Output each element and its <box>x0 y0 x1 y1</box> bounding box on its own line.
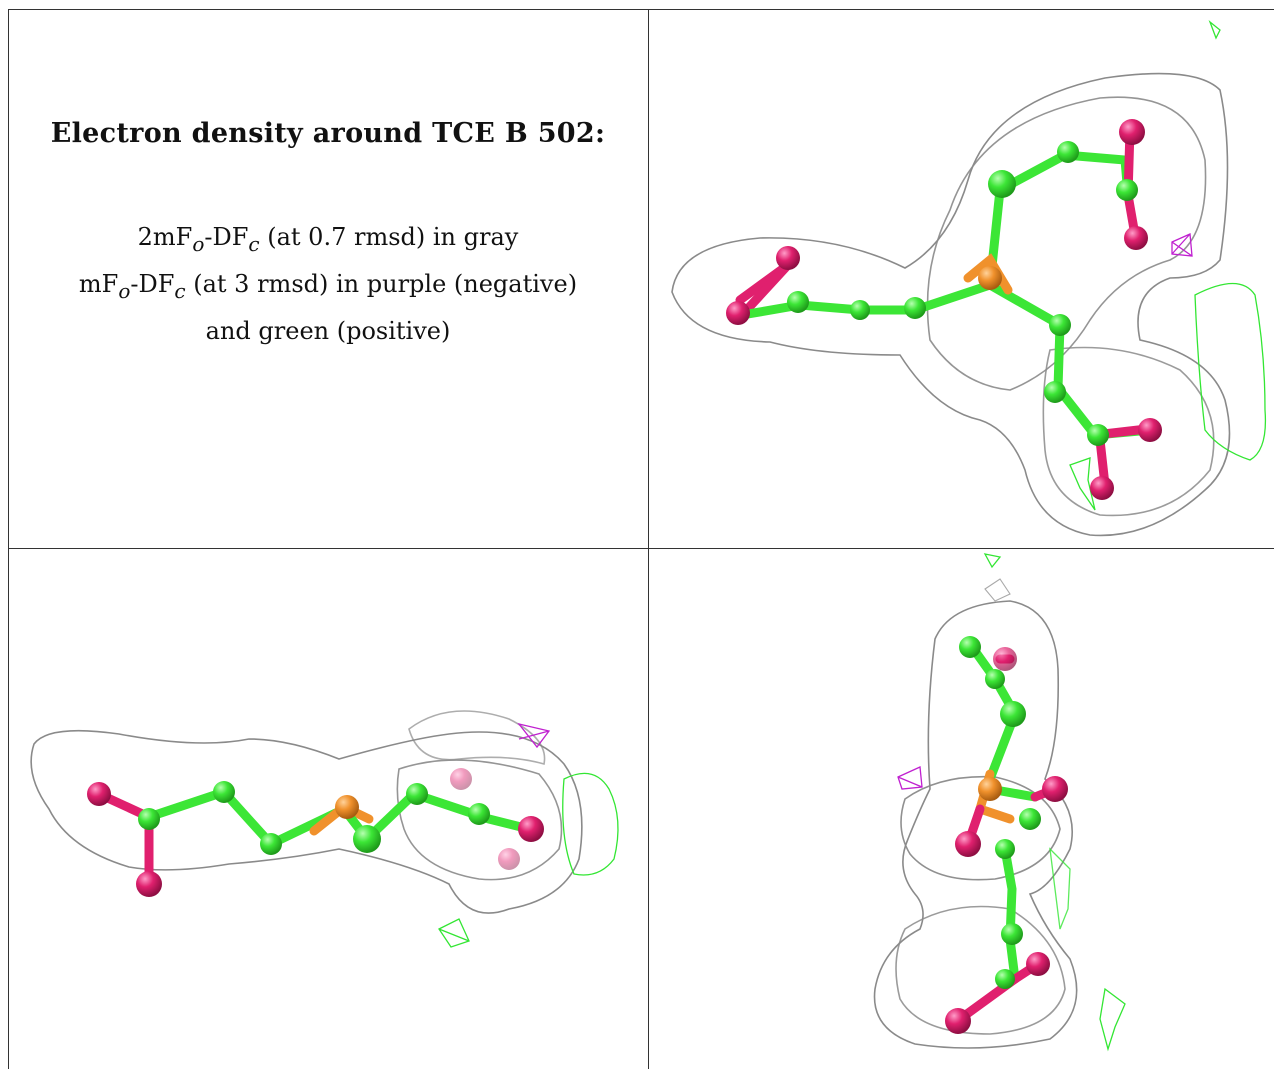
carbon-atom <box>787 291 809 313</box>
difference-density-negative <box>1171 233 1193 257</box>
carbon-atom <box>1087 424 1109 446</box>
carbon-atom <box>1057 141 1079 163</box>
density-view-bottom-left <box>30 710 619 948</box>
phosphorus-atom <box>978 266 1002 290</box>
frame-top-border <box>8 9 1274 10</box>
carbon-atom <box>260 833 282 855</box>
oxygen-atom <box>945 1008 971 1034</box>
oxygen-atom <box>1124 226 1148 250</box>
oxygen-atom <box>993 647 1017 671</box>
frame-middle-divider <box>8 548 1274 549</box>
density-view-bottom-right <box>873 553 1126 1052</box>
frame-center-divider <box>648 9 649 1069</box>
oxygen-atom <box>518 816 544 842</box>
carbon-atom <box>353 825 381 853</box>
density-view-top-right <box>671 20 1267 537</box>
density-mesh-2mfo-gray <box>671 72 1231 537</box>
difference-density-negative <box>517 722 551 749</box>
carbon-atom <box>904 297 926 319</box>
oxygen-atom <box>776 246 800 270</box>
carbon-atom <box>138 808 160 830</box>
panel-bottom-right <box>650 549 1274 1069</box>
density-mesh-2mfo-gray <box>873 578 1078 1049</box>
oxygen-atom <box>1119 119 1145 145</box>
carbon-atom <box>988 170 1016 198</box>
oxygen-atom <box>450 768 472 790</box>
caption-line-green: and green (positive) <box>205 316 451 345</box>
caption-line-mfo: mFo-DFc (at 3 rmsd) in purple (negative) <box>78 269 578 303</box>
difference-density-positive <box>1069 20 1267 511</box>
carbon-atom <box>850 300 870 320</box>
oxygen-atom <box>1090 476 1114 500</box>
carbon-atom <box>985 669 1005 689</box>
carbon-atom <box>1001 923 1023 945</box>
oxygen-atom <box>498 848 520 870</box>
carbon-atom <box>406 783 428 805</box>
carbon-atom <box>1000 701 1026 727</box>
carbon-atom <box>1044 381 1066 403</box>
carbon-atom <box>213 781 235 803</box>
oxygen-atom <box>1042 776 1068 802</box>
phosphorus-atom <box>335 795 359 819</box>
caption-line-2mfo: 2mFo-DFc (at 0.7 rmsd) in gray <box>137 223 519 256</box>
oxygen-atom <box>726 301 750 325</box>
oxygen-atom <box>136 871 162 897</box>
molecule-tce-bottom-right <box>945 636 1068 1034</box>
carbon-atom <box>959 636 981 658</box>
oxygen-atom <box>87 782 111 806</box>
difference-density-positive <box>438 772 619 948</box>
difference-density-positive <box>983 553 1126 1052</box>
carbon-atom <box>1116 179 1138 201</box>
molecule-tce-top-right <box>726 119 1162 500</box>
molecule-tce-bottom-left <box>87 768 544 897</box>
phosphorus-atom <box>978 777 1002 801</box>
frame-left-border <box>8 9 9 1069</box>
oxygen-atom <box>955 831 981 857</box>
carbon-atom <box>468 803 490 825</box>
caption-title: Electron density around TCE B 502: <box>50 118 606 149</box>
panel-top-right <box>650 10 1274 547</box>
oxygen-atom <box>1026 952 1050 976</box>
carbon-atom <box>995 969 1015 989</box>
carbon-atom <box>1019 808 1041 830</box>
panel-bottom-left <box>9 549 648 1069</box>
density-mesh-2mfo-gray <box>30 710 583 914</box>
figure-caption: Electron density around TCE B 502: 2mFo-… <box>8 118 648 351</box>
oxygen-atom <box>1138 418 1162 442</box>
carbon-atom <box>1049 314 1071 336</box>
carbon-atom <box>995 839 1015 859</box>
difference-density-negative <box>897 766 923 790</box>
